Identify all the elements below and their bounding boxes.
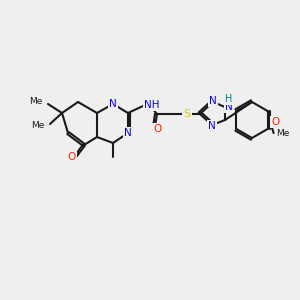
Text: N: N: [225, 102, 233, 112]
Text: N: N: [124, 128, 132, 138]
Text: O: O: [153, 124, 161, 134]
Text: O: O: [68, 152, 76, 162]
Text: H: H: [225, 94, 233, 104]
Text: N: N: [208, 121, 216, 131]
Text: N: N: [209, 96, 217, 106]
Text: N: N: [109, 99, 117, 109]
Text: Me: Me: [277, 128, 290, 137]
Text: NH: NH: [144, 100, 160, 110]
Text: S: S: [183, 109, 190, 119]
Text: Me: Me: [30, 98, 43, 106]
Text: O: O: [272, 117, 280, 127]
Text: Me: Me: [32, 122, 45, 130]
